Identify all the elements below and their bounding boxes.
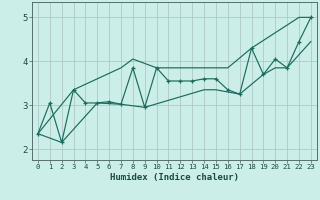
X-axis label: Humidex (Indice chaleur): Humidex (Indice chaleur) xyxy=(110,173,239,182)
